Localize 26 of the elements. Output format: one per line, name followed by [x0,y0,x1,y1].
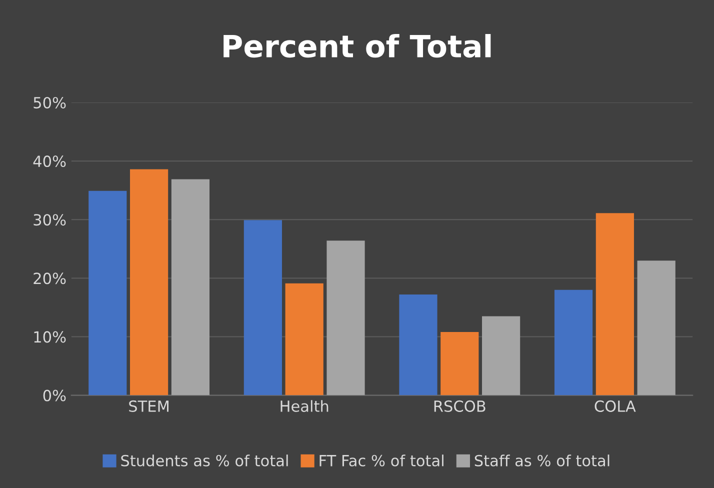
legend-label: Students as % of total [121,454,288,466]
bar [440,332,479,396]
bar [88,190,127,396]
x-tick-label: RSCOB [434,400,486,412]
y-tick-label: 10% [34,331,66,343]
chart-title: Percent of Total [224,34,491,58]
x-tick-label: Health [280,400,328,412]
bar [554,290,593,396]
bar [244,220,282,396]
bar [285,283,324,396]
bar [637,260,676,396]
bar [399,294,438,396]
bar [171,179,210,396]
y-tick-label: 30% [34,214,66,226]
legend-label: Staff as % of total [474,454,610,466]
x-tick-label: STEM [129,400,168,412]
y-tick-label: 20% [34,272,66,284]
bar [596,213,634,396]
y-tick-label: 0% [43,390,66,402]
bar [326,240,365,396]
x-tick-label: COLA [594,400,636,412]
y-tick-label: 40% [33,156,66,168]
bar [130,169,168,396]
y-tick-label: 50% [34,96,66,108]
bar [482,316,520,396]
legend-label: FT Fac % of total [320,454,444,466]
